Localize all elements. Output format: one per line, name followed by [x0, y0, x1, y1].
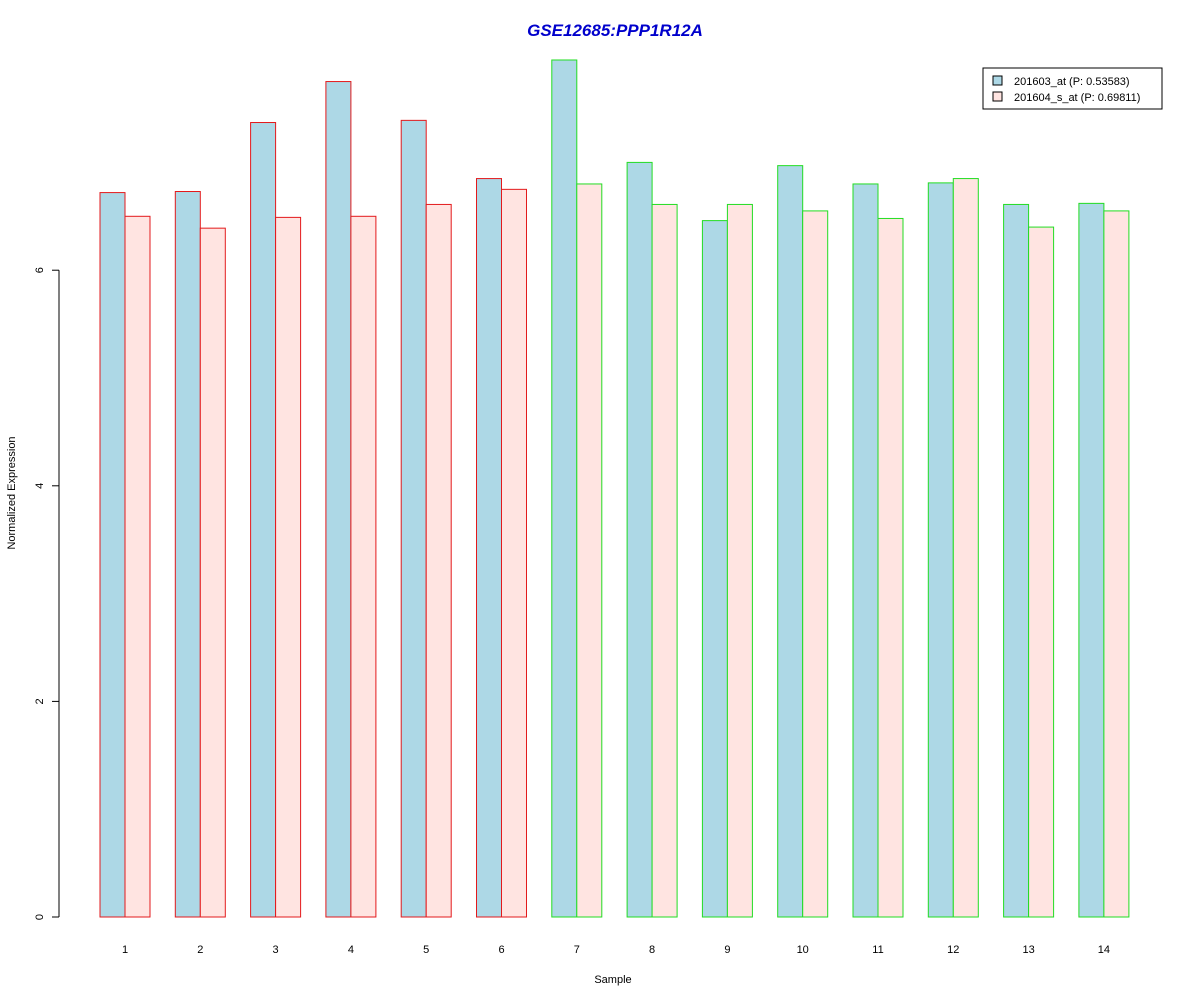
bar-series-1-sample-6	[476, 178, 502, 918]
bar-series-1-sample-1	[99, 192, 126, 918]
legend-swatch	[992, 75, 1003, 86]
bar-series-1-sample-7	[551, 59, 578, 918]
bar-series-1-sample-14	[1078, 202, 1105, 918]
x-tick-label: 11	[872, 944, 883, 956]
bar-series-1-sample-8	[626, 161, 653, 918]
x-tick-label: 10	[797, 944, 809, 956]
legend-box	[982, 67, 1163, 110]
bar-series-2-sample-9	[726, 203, 753, 918]
bar-series-2-sample-12	[952, 178, 979, 918]
chart-title: GSE12685:PPP1R12A	[527, 21, 703, 40]
legend: 201603_at (P: 0.53583) 201604_s_at (P: 0.…	[982, 67, 1163, 110]
bar-series-2-sample-14	[1103, 210, 1130, 918]
bar-series-2-sample-4	[350, 215, 377, 918]
bar-series-2-sample-2	[199, 227, 226, 918]
bars-group	[99, 59, 1130, 918]
x-tick-label: 2	[197, 944, 203, 956]
bar-series-2-sample-8	[651, 203, 678, 918]
x-tick-label: 12	[947, 944, 959, 956]
bar-series-1-sample-12	[927, 182, 954, 918]
bar-series-1-sample-3	[250, 122, 277, 918]
bar-series-2-sample-5	[425, 203, 452, 918]
legend-label: 201604_s_at (P: 0.69811)	[1014, 92, 1140, 104]
y-axis-label: Normalized Expression	[6, 436, 18, 549]
bar-series-1-sample-10	[777, 165, 804, 918]
bar-series-1-sample-5	[400, 119, 427, 918]
x-tick-label: 9	[724, 944, 730, 956]
bar-series-2-sample-10	[802, 210, 829, 918]
x-tick-label: 1	[122, 944, 128, 956]
x-tick-label: 5	[423, 944, 429, 956]
x-tick-label: 14	[1098, 944, 1110, 956]
bar-series-2-sample-11	[877, 217, 904, 918]
legend-label: 201603_at (P: 0.53583)	[1014, 76, 1130, 88]
x-tick-label: 3	[273, 944, 279, 956]
x-tick-label: 4	[348, 944, 354, 956]
bar-series-2-sample-7	[576, 183, 603, 918]
bar-series-1-sample-13	[1003, 203, 1030, 918]
x-axis-label: Sample	[594, 974, 631, 986]
y-tick-label: 6	[34, 267, 46, 273]
x-tick-label: 7	[574, 944, 580, 956]
bar-series-2-sample-6	[501, 188, 527, 918]
bar-series-1-sample-2	[174, 191, 201, 918]
bar-series-1-sample-11	[852, 183, 879, 918]
bar-series-2-sample-1	[124, 215, 151, 918]
bar-series-2-sample-3	[275, 216, 302, 918]
x-tick-label: 13	[1022, 944, 1034, 956]
legend-swatch	[992, 91, 1003, 102]
y-axis: 0 2 4 6	[34, 267, 60, 920]
bar-series-1-sample-4	[325, 81, 352, 918]
x-tick-labels: 1 2 3 4 5 6 7 8 9 10 11 12 13 14	[122, 944, 1110, 956]
y-tick-label: 2	[34, 698, 46, 704]
y-tick-label: 4	[34, 483, 46, 489]
bar-series-1-sample-9	[701, 220, 728, 918]
x-tick-label: 8	[649, 944, 655, 956]
y-tick-label: 0	[34, 914, 46, 920]
x-tick-label: 6	[498, 944, 504, 956]
bar-series-2-sample-13	[1028, 226, 1055, 918]
